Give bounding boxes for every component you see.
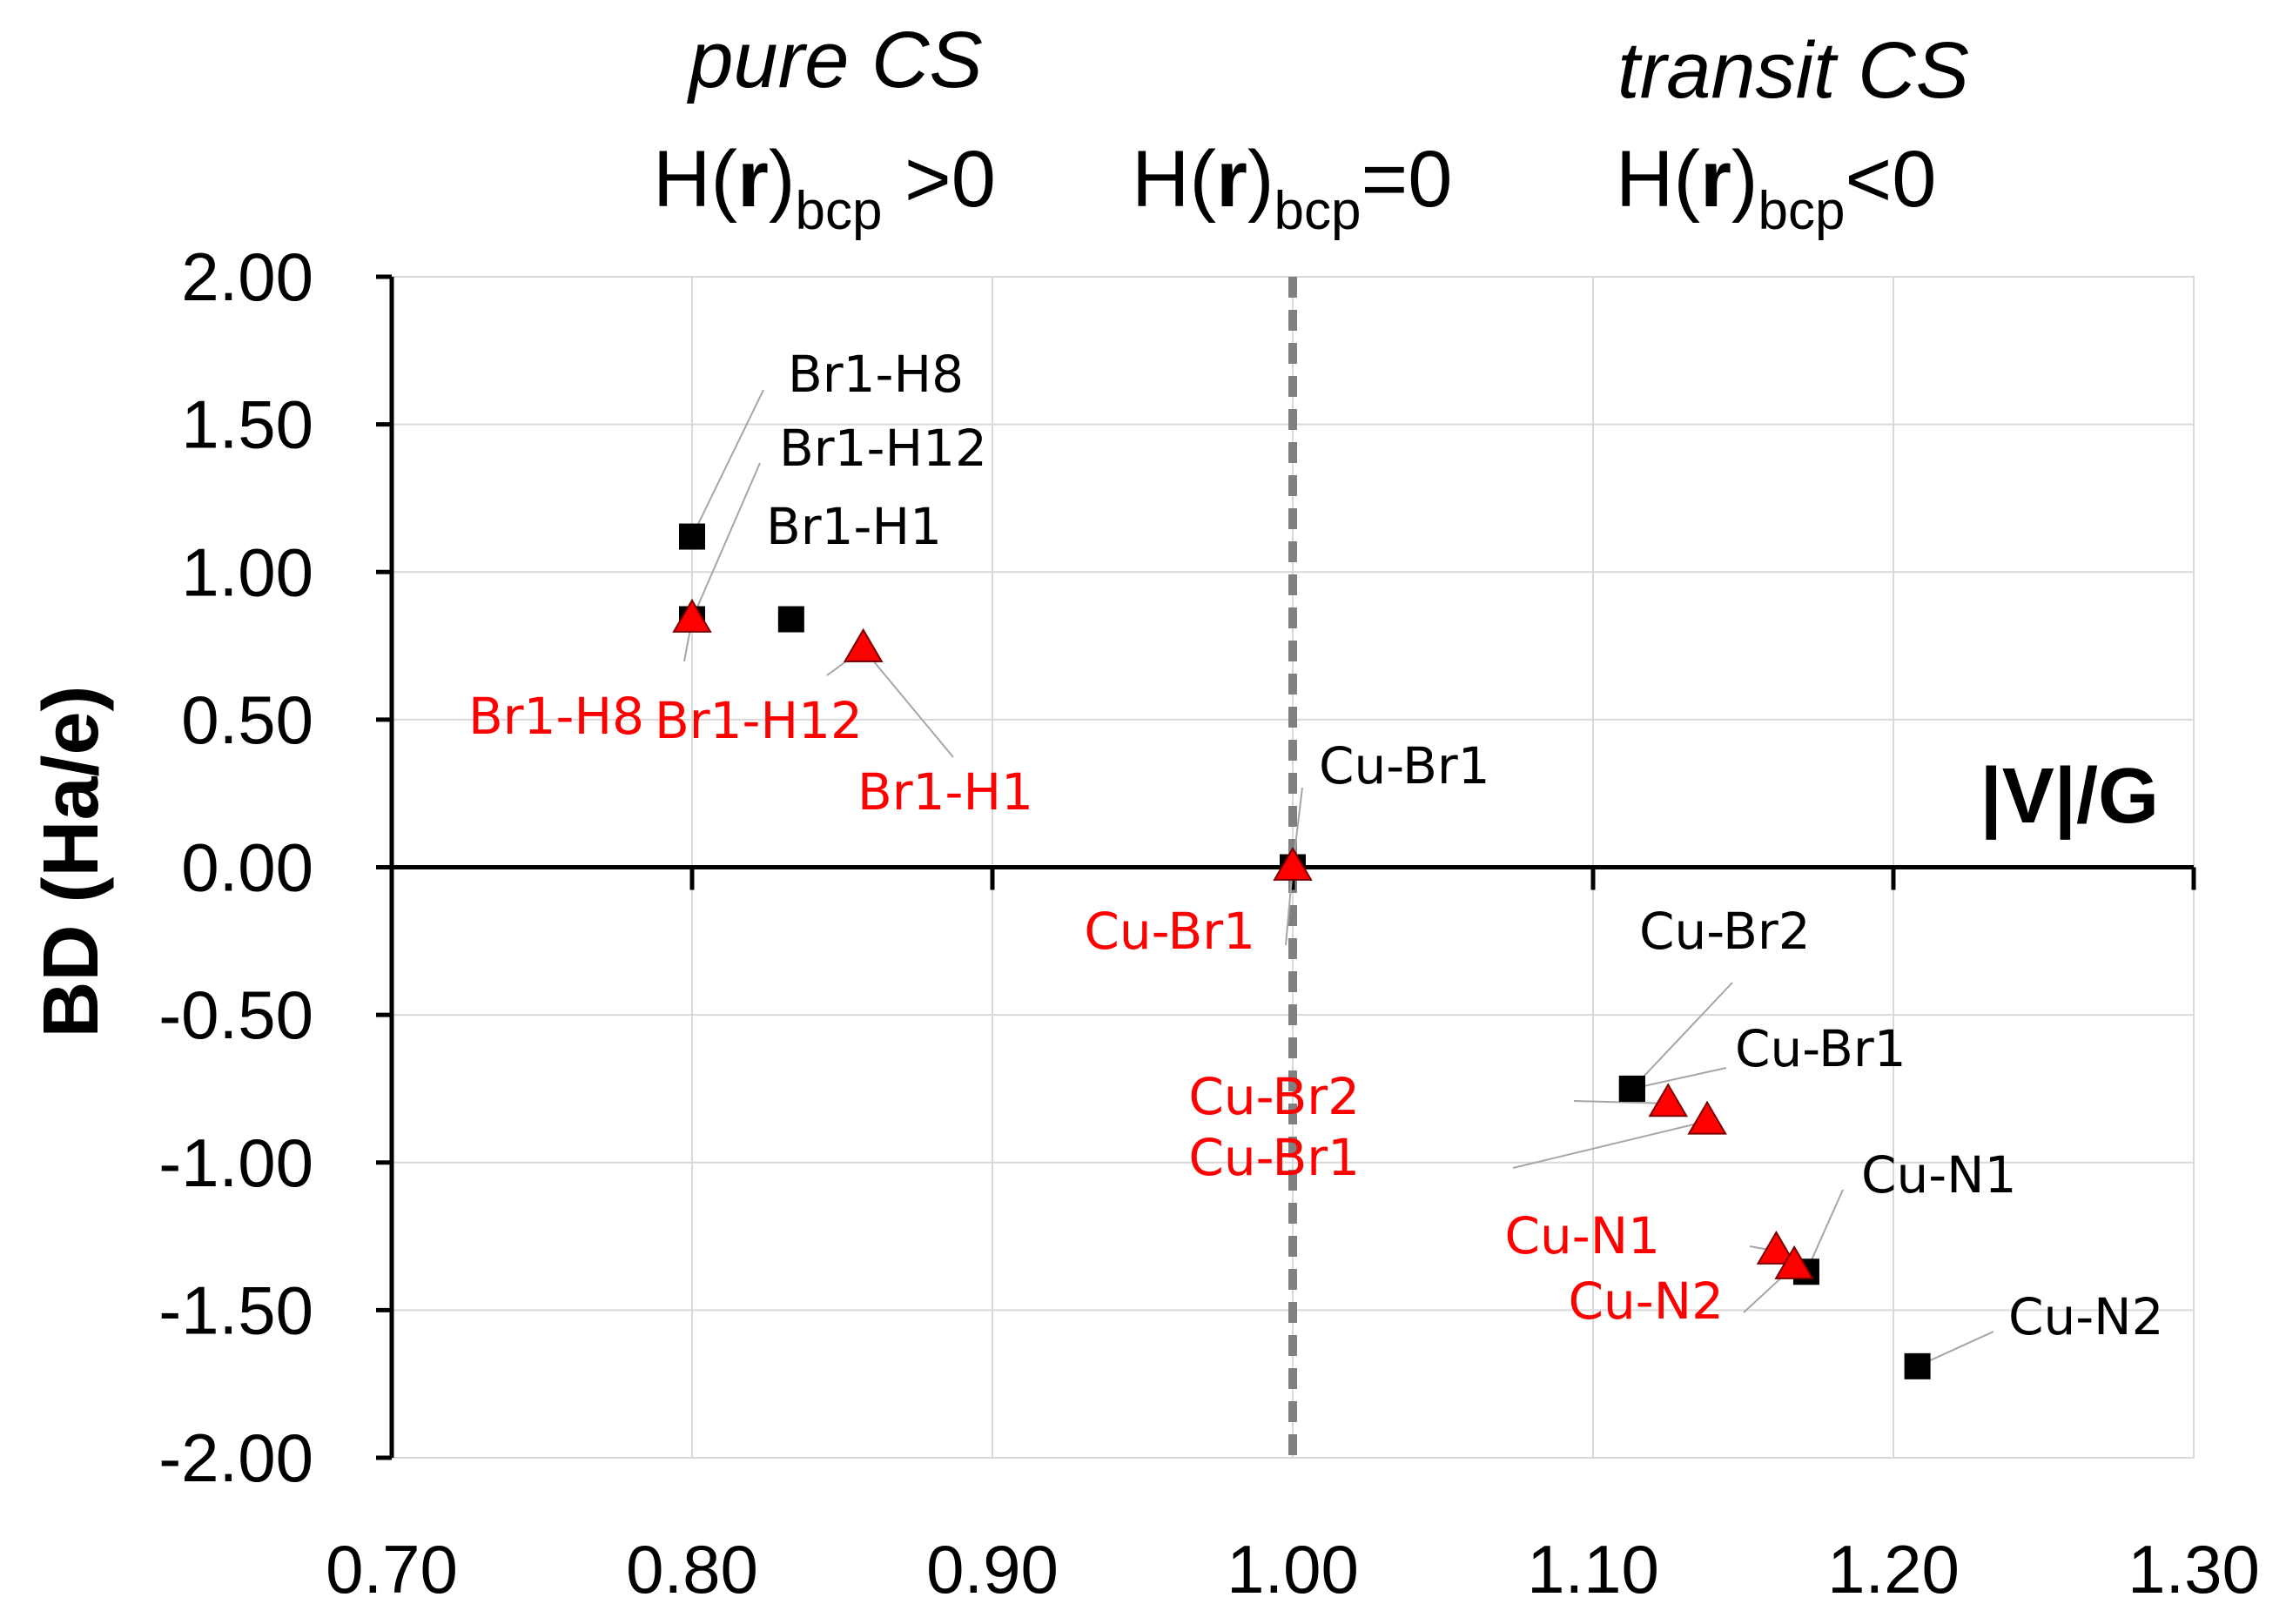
point-label: Cu-Br1 [1319, 736, 1490, 795]
black-square-marker [1618, 1075, 1645, 1102]
point-label: Cu-N2 [1569, 1272, 1724, 1331]
point-label: Br1-H8 [788, 345, 964, 404]
label-leader-line [1805, 1189, 1844, 1272]
y-tick-label: -1.00 [158, 1124, 313, 1201]
point-label: Br1-H12 [655, 691, 863, 750]
y-tick-label: 2.00 [181, 238, 313, 315]
black-square-marker [777, 606, 804, 633]
red-triangle-marker [672, 598, 712, 633]
point-label: Cu-N2 [2008, 1287, 2163, 1346]
x-tick-label: 1.20 [1827, 1531, 1960, 1607]
y-axis-ticks [376, 274, 392, 1460]
x-tick-label: 0.80 [626, 1531, 758, 1607]
h-bcp-negative-formula: H(r)bcp<0 [1616, 135, 1936, 241]
label-leader-line [1631, 982, 1733, 1090]
point-label: Cu-Br2 [1188, 1067, 1360, 1126]
y-tick-label: 1.50 [181, 386, 313, 463]
point-label: Cu-Br2 [1639, 902, 1811, 961]
label-leader-line [1512, 1120, 1708, 1169]
point-label: Cu-N1 [1505, 1206, 1660, 1265]
red-triangle-marker [1648, 1083, 1688, 1117]
y-tick-label: 1.00 [181, 534, 313, 610]
data-markers [672, 523, 1931, 1379]
y-tick-label: 0.00 [181, 829, 313, 906]
point-label: Br1-H8 [468, 687, 644, 746]
label-leader-line [862, 648, 954, 758]
y-axis-tick-labels: 2.00 1.50 1.00 0.50 0.00 -0.50 -1.00 -1.50 -2.00 [158, 238, 313, 1496]
point-label: Cu-Br1 [1188, 1128, 1360, 1187]
y-axis-title: BD (Ha/e) [28, 685, 115, 1037]
transit-cs-title: transit CS [1617, 26, 1969, 115]
x-axis-title: |V|/G [1980, 753, 2159, 841]
y-tick-label: -0.50 [158, 976, 313, 1053]
point-label: Cu-Br1 [1735, 1019, 1906, 1078]
point-label: Br1-H12 [779, 419, 987, 478]
black-square-marker [679, 523, 705, 550]
x-axis-tick-labels: 0.70 0.80 0.90 1.00 1.10 1.20 1.30 [326, 1531, 2260, 1607]
x-tick-label: 1.30 [2128, 1531, 2260, 1607]
point-label: Br1-H1 [857, 762, 1033, 822]
label-leader-line [691, 389, 764, 537]
point-label: Cu-Br1 [1084, 902, 1255, 961]
label-leader-line [1573, 1100, 1669, 1104]
x-tick-label: 1.10 [1527, 1531, 1659, 1607]
y-tick-label: 0.50 [181, 681, 313, 758]
data-point-labels: Br1-H8Br1-H12Br1-H1Cu-Br1Cu-Br2Cu-Br1Cu-… [468, 345, 2163, 1346]
point-label: Cu-N1 [1861, 1145, 2016, 1205]
h-bcp-zero-formula: H(r)bcp=0 [1132, 135, 1452, 241]
y-tick-label: -1.50 [158, 1272, 313, 1348]
x-tick-label: 0.70 [326, 1531, 458, 1607]
red-triangle-marker [1774, 1245, 1814, 1279]
red-triangle-marker [843, 627, 884, 662]
red-triangle-marker [1756, 1230, 1797, 1265]
x-tick-label: 1.00 [1227, 1531, 1359, 1607]
point-label: Br1-H1 [766, 497, 942, 556]
pure-cs-title: pure CS [686, 16, 983, 104]
x-tick-label: 0.90 [926, 1531, 1059, 1607]
label-leader-line [1631, 1067, 1727, 1090]
h-bcp-positive-formula: H(r)bcp >0 [653, 135, 996, 241]
red-triangle-marker [1273, 846, 1313, 881]
label-leader-line [691, 462, 761, 620]
black-square-marker [1904, 1352, 1931, 1379]
red-triangle-marker [1687, 1100, 1727, 1135]
y-tick-label: -2.00 [158, 1419, 313, 1496]
